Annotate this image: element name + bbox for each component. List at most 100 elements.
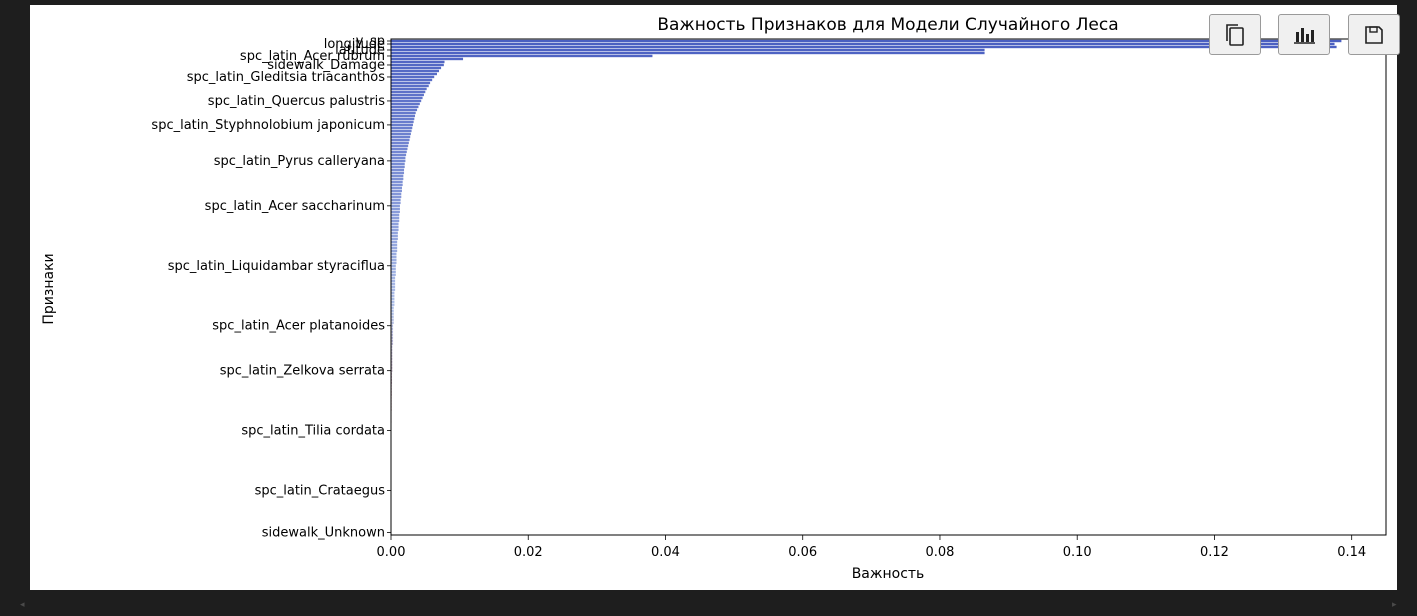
bar <box>391 168 405 172</box>
bar <box>391 378 393 381</box>
bars-group <box>391 39 1342 534</box>
y-tick-label: spc_latin_Gleditsia triacanthos <box>187 70 385 85</box>
bar <box>391 303 395 306</box>
x-tick-label: 0.10 <box>1063 545 1092 560</box>
bar <box>391 210 400 214</box>
save-button[interactable] <box>1348 14 1400 55</box>
bar <box>391 216 400 220</box>
chart-svg: Важность Признаков для Модели Случайного… <box>41 15 1387 582</box>
bar <box>391 201 401 205</box>
bar <box>391 96 423 100</box>
bar <box>391 282 396 285</box>
bar <box>391 375 393 378</box>
bar <box>391 66 442 70</box>
bar <box>391 63 444 67</box>
x-tick-label: 0.08 <box>925 545 954 560</box>
chart-title: Важность Признаков для Модели Случайного… <box>657 15 1118 35</box>
x-tick-label: 0.04 <box>651 545 680 560</box>
bar <box>391 294 395 297</box>
bar <box>391 120 414 124</box>
bar <box>391 54 653 58</box>
bar <box>391 45 1337 49</box>
bar <box>391 57 464 61</box>
y-tick-label: spc_latin_Tilia cordata <box>241 424 385 439</box>
bar <box>391 309 394 312</box>
bar <box>391 246 398 249</box>
x-tick-label: 0.14 <box>1337 545 1366 560</box>
y-tick-label: spc_latin_Styphnolobium japonicum <box>151 118 385 133</box>
bar <box>391 111 416 115</box>
bar <box>391 249 398 252</box>
plot-frame <box>390 38 1387 536</box>
bar <box>391 141 409 145</box>
bar-chart-icon <box>1294 27 1315 44</box>
bar <box>391 261 397 264</box>
bar <box>391 273 396 276</box>
y-tick-label: spc_latin_Acer rubrum <box>240 49 385 64</box>
bar <box>391 93 424 97</box>
bar <box>391 159 406 163</box>
horizontal-scrollbar[interactable]: ◂ ▸ <box>0 596 1417 616</box>
bar <box>391 369 393 372</box>
bar <box>391 108 418 112</box>
x-ticks-group: 0.00 0.02 0.04 0.06 0.08 0.10 0.12 0.14 <box>377 535 1366 560</box>
bar <box>391 306 394 309</box>
bar <box>391 132 411 136</box>
bar <box>391 225 399 229</box>
bar <box>391 156 406 160</box>
bar <box>391 345 393 348</box>
chart-button[interactable] <box>1278 14 1330 55</box>
y-tick-label: spc_latin_Acer saccharinum <box>205 199 385 214</box>
bar <box>391 255 397 258</box>
bar <box>391 129 412 133</box>
copy-button[interactable] <box>1209 14 1261 55</box>
bar <box>391 351 393 354</box>
bar <box>391 228 399 232</box>
bar <box>391 318 394 321</box>
bar <box>391 348 393 351</box>
bar <box>391 300 395 303</box>
bar <box>391 72 437 76</box>
bar <box>391 177 404 181</box>
bar <box>391 327 394 330</box>
scroll-right-icon[interactable]: ▸ <box>1392 600 1397 610</box>
bar <box>391 279 396 282</box>
x-tick-label: 0.02 <box>514 545 543 560</box>
bar <box>391 258 397 261</box>
bar <box>391 51 985 55</box>
y-tick-label: y_sp <box>356 34 385 49</box>
bar <box>391 291 395 294</box>
bar <box>391 270 396 273</box>
bar <box>391 69 440 73</box>
bar <box>391 192 402 196</box>
x-tick-label: 0.12 <box>1200 545 1229 560</box>
y-tick-label: spc_latin_Liquidambar styraciflua <box>168 259 385 274</box>
bar <box>391 339 394 342</box>
bar <box>391 183 403 187</box>
bar <box>391 297 395 300</box>
bar <box>391 357 393 360</box>
bar <box>391 321 394 324</box>
bar <box>391 285 396 288</box>
bar <box>391 360 393 363</box>
bar <box>391 153 407 157</box>
bar <box>391 105 419 109</box>
bar <box>391 102 420 106</box>
bar <box>391 237 398 240</box>
bar <box>391 165 405 169</box>
bar <box>391 42 1335 46</box>
bar <box>391 195 402 199</box>
bar <box>391 222 399 226</box>
bar <box>391 114 416 118</box>
bar <box>391 243 398 246</box>
bar <box>391 204 400 208</box>
bar <box>391 126 413 130</box>
bar <box>391 87 427 91</box>
bar <box>391 174 404 178</box>
y-tick-label: sidewalk_Damage <box>267 58 385 73</box>
bar <box>391 336 394 339</box>
y-tick-label: spc_latin_Zelkova serrata <box>220 364 385 379</box>
scroll-left-icon[interactable]: ◂ <box>20 600 25 610</box>
bar <box>391 150 407 154</box>
